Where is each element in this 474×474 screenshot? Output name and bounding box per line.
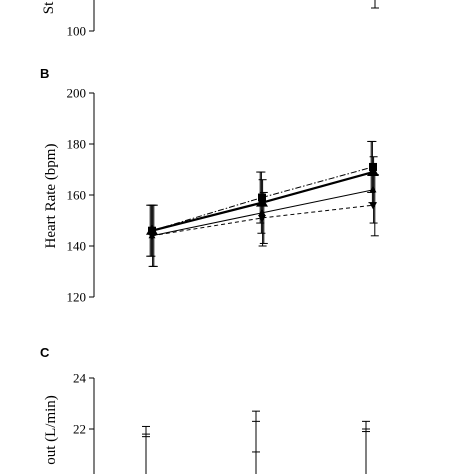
panel-b-point-small-triangle: [369, 186, 377, 193]
panel-b-point-down-triangle: [148, 232, 156, 240]
panel-b-series: [146, 140, 379, 267]
panel-b-point-triangle: [256, 196, 268, 207]
panel-b-point-down-triangle: [369, 202, 377, 210]
panel-b-letter: B: [40, 66, 49, 81]
panel-b-tick-label: 140: [67, 239, 87, 254]
panel-a-y-label: St: [41, 1, 57, 14]
panel-b-point-down-triangle: [258, 214, 266, 222]
panel-c: C out (L/min) 22 24: [40, 345, 370, 474]
panel-b-point-triangle: [367, 166, 379, 177]
panel-c-letter: C: [40, 345, 50, 360]
panel-c-ticks: 22 24: [73, 371, 94, 437]
panel-a-tick-label: 100: [67, 24, 87, 39]
panel-b-series-line: [151, 166, 374, 232]
panel-b-tick-label: 180: [67, 137, 87, 152]
panel-c-tick-label: 22: [73, 422, 86, 437]
panel-b-ticks: 120 140 160 180 200: [67, 86, 94, 305]
panel-b-tick-label: 120: [67, 290, 87, 305]
panel-c-tick-label: 24: [73, 371, 87, 386]
panel-b-series-line: [151, 204, 374, 237]
panel-b-y-label: Heart Rate (bpm): [43, 144, 59, 249]
panel-b-point-triangle: [146, 224, 158, 235]
panel-c-error-bars: [142, 410, 370, 474]
panel-b: B Heart Rate (bpm) 120 140 160 180 200: [40, 66, 379, 305]
panel-a: 100 St: [41, 0, 379, 39]
panel-c-y-label: out (L/min): [43, 395, 59, 465]
panel-b-tick-label: 200: [67, 86, 87, 101]
panel-b-tick-label: 160: [67, 188, 87, 203]
